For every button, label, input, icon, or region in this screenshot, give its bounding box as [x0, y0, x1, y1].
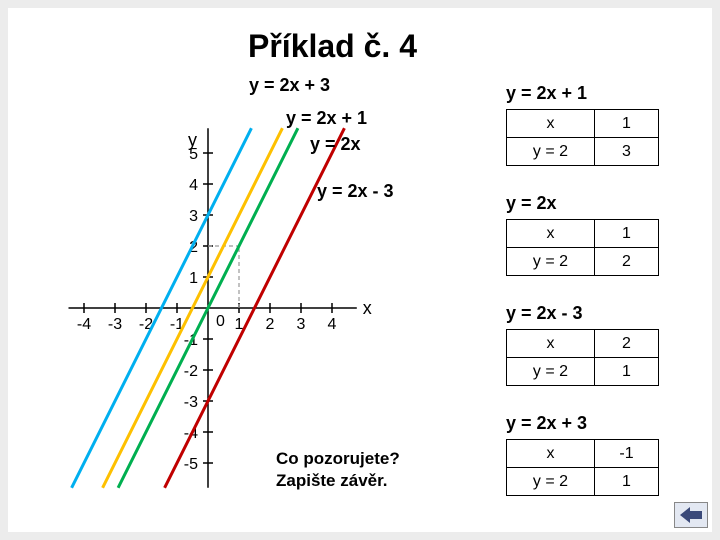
line-equation-label: y = 2x + 1: [286, 108, 367, 129]
svg-text:-4: -4: [77, 316, 91, 333]
line-equation-label: y = 2x: [310, 134, 361, 155]
line-equation-label: y = 2x + 3: [249, 75, 330, 96]
value-table: x1y = 23: [506, 109, 659, 166]
slide: Příklad č. 4 -4-3-2-11234-5-4-3-2-112345…: [8, 8, 712, 532]
table-equation: y = 2x: [506, 193, 557, 214]
line-equation-label: y = 2x - 3: [317, 181, 394, 202]
question-line1: Co pozorujete?: [276, 448, 400, 470]
table-equation: y = 2x - 3: [506, 303, 583, 324]
svg-text:-2: -2: [184, 363, 198, 380]
table-equation: y = 2x + 3: [506, 413, 587, 434]
svg-text:3: 3: [189, 208, 198, 225]
svg-text:2: 2: [266, 316, 275, 333]
svg-text:1: 1: [189, 270, 198, 287]
svg-text:4: 4: [189, 177, 198, 194]
value-table: x2y = 21: [506, 329, 659, 386]
value-table: x-1y = 21: [506, 439, 659, 496]
svg-text:y: y: [188, 130, 197, 150]
nav-back-button[interactable]: [674, 502, 708, 528]
svg-text:4: 4: [328, 316, 337, 333]
question-line2: Zapište závěr.: [276, 470, 400, 492]
svg-text:-3: -3: [184, 394, 198, 411]
svg-text:-5: -5: [184, 456, 198, 473]
svg-text:0: 0: [216, 313, 225, 330]
table-equation: y = 2x + 1: [506, 83, 587, 104]
svg-text:x: x: [363, 298, 372, 318]
svg-text:3: 3: [297, 316, 306, 333]
back-icon: [680, 507, 702, 523]
svg-text:-3: -3: [108, 316, 122, 333]
question-text: Co pozorujete? Zapište závěr.: [276, 448, 400, 492]
value-table: x1y = 22: [506, 219, 659, 276]
